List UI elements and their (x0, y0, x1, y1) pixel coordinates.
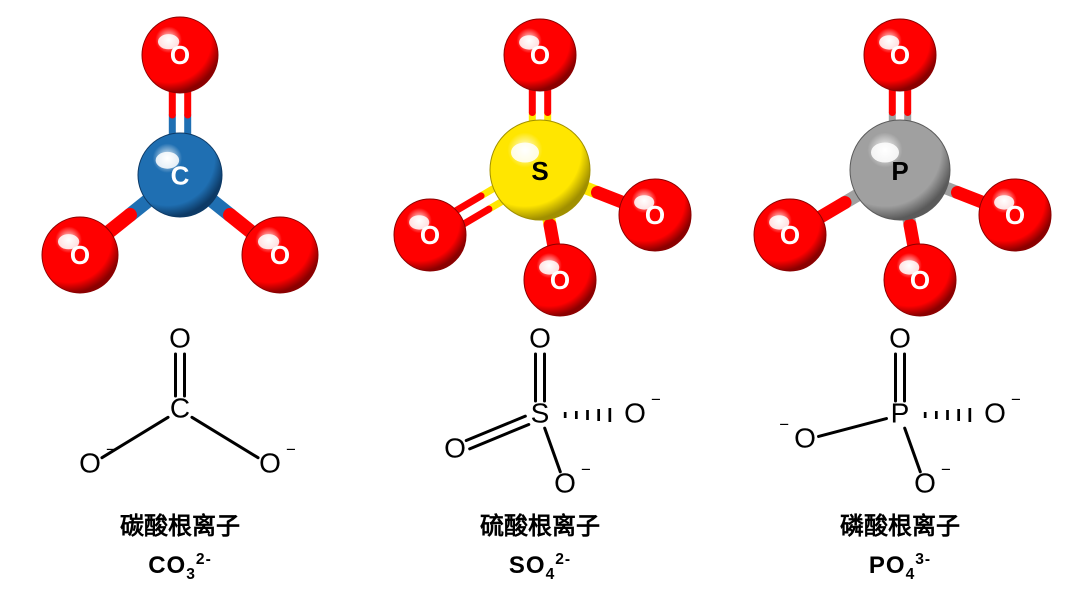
svg-text:−: − (106, 440, 116, 459)
svg-text:O: O (530, 40, 550, 70)
structure-svg-sulfate: OOO−O−S (390, 320, 690, 500)
formula-sup: 2- (555, 551, 571, 568)
structure-svg-carbonate: OO−O−C (30, 320, 330, 500)
formula-sup: 3- (915, 551, 931, 568)
model-phosphate: O O O O P (730, 0, 1070, 320)
panel-phosphate: OOOOP OO−O−O−P 磷酸根离子 PO43- (720, 0, 1080, 584)
svg-text:S: S (531, 156, 548, 186)
model-sulfate: O O O O S (370, 0, 710, 320)
svg-text:−: − (651, 390, 661, 409)
svg-text:−: − (1011, 390, 1021, 409)
structure-carbonate: OO−O−C (30, 320, 330, 500)
svg-text:O: O (554, 467, 576, 498)
svg-text:O: O (259, 447, 281, 478)
svg-text:O: O (914, 467, 936, 498)
svg-text:O: O (529, 322, 551, 353)
svg-text:C: C (171, 160, 190, 190)
label-formula-phosphate: PO43- (869, 551, 931, 584)
svg-text:O: O (645, 200, 665, 230)
formula-main: CO (148, 552, 186, 579)
svg-text:O: O (890, 40, 910, 70)
label-formula-sulfate: SO42- (509, 551, 571, 584)
model-svg-carbonate: O O O C (10, 0, 350, 320)
svg-text:S: S (531, 397, 550, 428)
svg-text:O: O (169, 322, 191, 353)
svg-text:O: O (624, 397, 646, 428)
label-name-phosphate: 磷酸根离子 (840, 506, 960, 541)
svg-text:O: O (794, 422, 816, 453)
svg-text:O: O (1005, 200, 1025, 230)
svg-text:O: O (780, 220, 800, 250)
formula-main: SO (509, 552, 546, 579)
svg-text:O: O (70, 240, 90, 270)
formula-sub: 3 (186, 566, 196, 583)
structure-svg-phosphate: OO−O−O−P (750, 320, 1050, 500)
svg-text:−: − (779, 415, 789, 434)
formula-sup: 2- (196, 551, 212, 568)
svg-text:C: C (170, 392, 190, 423)
svg-text:P: P (891, 156, 908, 186)
formula-sub: 4 (546, 566, 556, 583)
svg-text:−: − (581, 460, 591, 479)
panel-carbonate: OOOC OO−O−C 碳酸根离子 CO32- (0, 0, 360, 584)
model-carbonate: O O O C (10, 0, 350, 320)
svg-text:O: O (550, 265, 570, 295)
svg-text:O: O (420, 220, 440, 250)
label-formula-carbonate: CO32- (148, 551, 212, 584)
model-svg-phosphate: O O O O P (730, 0, 1070, 320)
svg-text:−: − (286, 440, 296, 459)
label-name-sulfate: 硫酸根离子 (480, 506, 600, 541)
svg-text:O: O (270, 240, 290, 270)
svg-text:O: O (910, 265, 930, 295)
svg-text:O: O (79, 447, 101, 478)
svg-text:O: O (889, 322, 911, 353)
label-name-carbonate: 碳酸根离子 (120, 506, 240, 541)
svg-text:O: O (444, 432, 466, 463)
model-svg-sulfate: O O O O S (370, 0, 710, 320)
svg-text:O: O (170, 40, 190, 70)
molecule-diagram-stage: OOOC OO−O−C 碳酸根离子 CO32- OOOOS OOO−O−S 硫酸… (0, 0, 1080, 608)
formula-main: PO (869, 552, 906, 579)
svg-text:−: − (941, 460, 951, 479)
svg-text:O: O (984, 397, 1006, 428)
structure-phosphate: OO−O−O−P (750, 320, 1050, 500)
panel-sulfate: OOOOS OOO−O−S 硫酸根离子 SO42- (360, 0, 720, 584)
formula-sub: 4 (906, 566, 916, 583)
svg-text:P: P (891, 397, 910, 428)
structure-sulfate: OOO−O−S (390, 320, 690, 500)
